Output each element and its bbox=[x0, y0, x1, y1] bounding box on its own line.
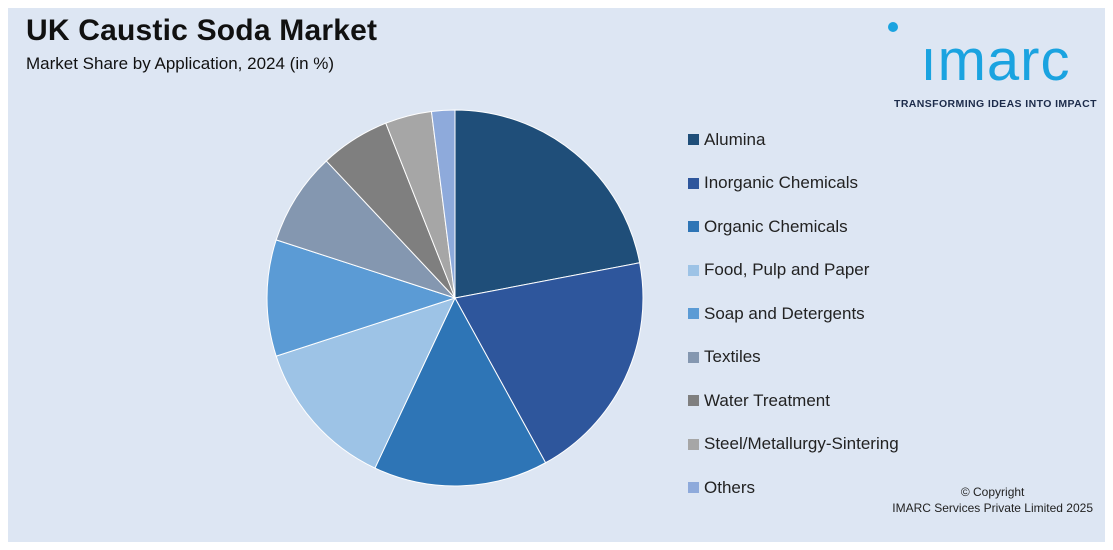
legend-item: Inorganic Chemicals bbox=[688, 162, 899, 206]
legend-swatch bbox=[688, 351, 699, 363]
legend-label: Alumina bbox=[704, 129, 766, 149]
legend-item: Alumina bbox=[688, 118, 899, 162]
copyright-notice: © Copyright IMARC Services Private Limit… bbox=[892, 484, 1093, 516]
pie-slice-textiles bbox=[275, 160, 456, 299]
legend-item: Textiles bbox=[688, 336, 899, 380]
legend-label: Organic Chemicals bbox=[704, 216, 848, 236]
chart-legend: Alumina Inorganic Chemicals Organic Chemic… bbox=[688, 118, 899, 510]
legend-label: Steel/Metallurgy-Sintering bbox=[704, 434, 899, 454]
legend-label: Food, Pulp and Paper bbox=[704, 260, 870, 280]
legend-item: Soap and Detergents bbox=[688, 292, 899, 336]
logo-wordmark: ımarc bbox=[920, 28, 1071, 93]
chart-subtitle: Market Share by Application, 2024 (in %) bbox=[26, 54, 335, 73]
legend-item: Steel/Metallurgy-Sintering bbox=[688, 423, 899, 467]
pie-slice-soap-and-detergents bbox=[266, 239, 457, 357]
copyright-line-2: IMARC Services Private Limited 2025 bbox=[892, 501, 1093, 515]
legend-swatch bbox=[688, 134, 699, 146]
legend-label: Water Treatment bbox=[704, 390, 830, 410]
legend-swatch bbox=[688, 395, 699, 407]
legend-swatch bbox=[688, 438, 699, 450]
legend-item: Food, Pulp and Paper bbox=[688, 249, 899, 293]
legend-label: Others bbox=[704, 477, 756, 497]
legend-swatch bbox=[688, 264, 699, 276]
legend-item: Organic Chemicals bbox=[688, 205, 899, 249]
legend-swatch bbox=[688, 482, 699, 494]
legend-swatch bbox=[688, 221, 699, 233]
pie-slice-others bbox=[430, 109, 456, 299]
logo-tagline: TRANSFORMING IDEAS INTO IMPACT bbox=[894, 98, 1097, 110]
imarc-logo: ımarc TRANSFORMING IDEAS INTO IMPACT bbox=[888, 10, 1103, 110]
legend-swatch bbox=[688, 177, 699, 189]
logo-dot bbox=[888, 22, 898, 32]
legend-item: Water Treatment bbox=[688, 379, 899, 423]
pie-slice-organic-chemicals bbox=[374, 296, 547, 487]
legend-swatch bbox=[688, 308, 699, 320]
chart-title: UK Caustic Soda Market bbox=[26, 14, 378, 47]
legend-item: Others bbox=[688, 466, 899, 510]
legend-label: Inorganic Chemicals bbox=[704, 173, 859, 193]
legend-label: Textiles bbox=[704, 347, 761, 367]
pie-slice-alumina bbox=[454, 109, 641, 299]
copyright-line-1: © Copyright bbox=[960, 485, 1025, 499]
legend-label: Soap and Detergents bbox=[704, 303, 865, 323]
pie-slice-inorganic-chemicals bbox=[454, 262, 644, 464]
pie-slice-food-pulp-and-paper bbox=[275, 297, 456, 469]
